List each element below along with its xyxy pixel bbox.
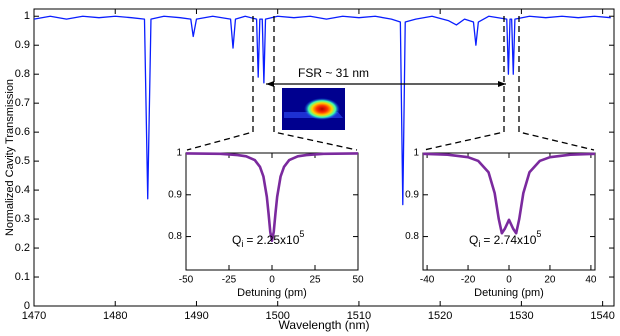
q-sup: 5 (536, 229, 541, 239)
x-tick-label: -50 (179, 275, 194, 286)
fsr-label: FSR ~ 31 nm (298, 66, 369, 80)
data-line (422, 152, 596, 235)
fsr-arrow (266, 81, 506, 87)
x-tick-label: 25 (309, 275, 321, 286)
x-tick-label: 1510 (347, 310, 371, 322)
arrow-head (266, 81, 274, 87)
q-sup: 5 (299, 229, 304, 239)
x-tick-label: 1520 (428, 310, 452, 322)
zoom-line (423, 16, 505, 151)
mode-image (282, 88, 345, 130)
y-tick-label: 0.7 (15, 97, 30, 109)
y-axis-label: Normalized Cavity Transmission (4, 79, 16, 236)
q-sub: i (478, 239, 480, 249)
x-axis-label: Detuning (pm) (237, 287, 307, 299)
x-tick-label: 1530 (509, 310, 533, 322)
y-tick-label: 0.9 (168, 189, 182, 200)
x-tick-label: 1540 (590, 310, 614, 322)
y-tick-label: 0.5 (15, 155, 30, 167)
plot-frame (185, 152, 359, 271)
y-tick-label: 0 (24, 300, 30, 312)
x-tick-label: 40 (585, 275, 597, 286)
x-tick-label: 50 (352, 275, 364, 286)
zoom-guides (186, 16, 595, 151)
arrow-head (498, 81, 506, 87)
x-axis-label: Wavelength (nm) (279, 318, 370, 332)
x-tick-label: 1500 (265, 310, 289, 322)
x-tick-label: 1490 (184, 310, 208, 322)
y-tick-label: 0.3 (15, 213, 30, 225)
x-tick-label: 0 (506, 275, 512, 286)
inset-plot: -40 -20 0 20 40 0.8 0.9 1 Detuning (pm) Qi = 2.74x… (405, 148, 597, 299)
x-tick-label: -25 (222, 275, 237, 286)
x-tick-label: 0 (269, 275, 275, 286)
q-label: Qi = 2.74x105 (469, 229, 541, 249)
y-tick-label: 0.4 (15, 184, 30, 196)
q-base: Q (469, 233, 478, 247)
zoom-line (186, 16, 254, 151)
q-text: = 2.25x10 (246, 233, 299, 247)
y-tick-label: 0.2 (15, 242, 30, 254)
y-tick-label: 0.8 (15, 68, 30, 80)
y-tick-label: 0.1 (15, 271, 30, 283)
q-label: Qi = 2.25x105 (232, 229, 304, 249)
data-line (33, 15, 611, 206)
y-tick-label: 0.6 (15, 126, 30, 138)
x-tick-label: -20 (461, 275, 476, 286)
mode-profile (304, 98, 340, 120)
y-tick-label: 0.8 (405, 231, 419, 242)
zoom-line (273, 16, 358, 151)
y-tick-label: 0.9 (15, 39, 30, 51)
y-tick-label: 1 (176, 148, 182, 159)
y-tick-label: 0.9 (405, 189, 419, 200)
x-tick-label: -40 (420, 275, 435, 286)
y-tick-label: 0.8 (168, 231, 182, 242)
zoom-line (518, 16, 595, 151)
x-tick-label: 1480 (103, 310, 127, 322)
data-line (185, 152, 359, 243)
q-base: Q (232, 233, 241, 247)
q-sub: i (241, 239, 243, 249)
x-tick-label: 1470 (22, 310, 46, 322)
plot-frame (422, 152, 596, 271)
y-tick-label: 1 (413, 148, 419, 159)
inset-plot: -50 -25 0 25 50 0.8 0.9 1 Detuning (pm) Qi = 2.25x… (168, 148, 364, 299)
y-tick-label: 1 (24, 10, 30, 22)
x-axis-label: Detuning (pm) (474, 287, 544, 299)
q-text: = 2.74x10 (483, 233, 536, 247)
x-tick-label: 20 (544, 275, 556, 286)
